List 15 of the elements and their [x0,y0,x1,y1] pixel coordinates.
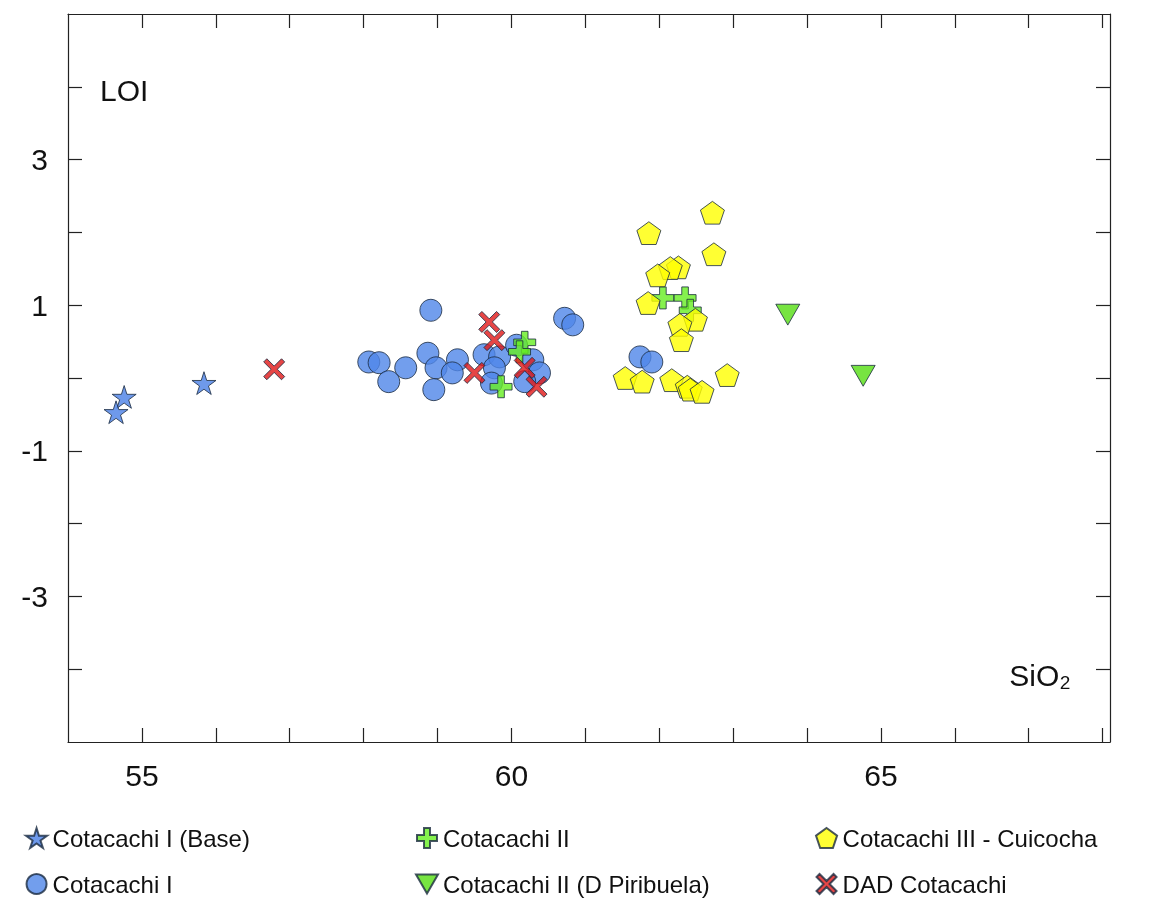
legend-label: Cotacachi II (D Piribuela) [443,870,710,898]
y-tick-label: -1 [21,434,48,468]
x-tick-label: 60 [494,758,529,792]
y-axis-title: LOI [100,73,149,107]
legend-label: Cotacachi I (Base) [52,824,250,852]
y-tick-label: -3 [21,579,48,613]
x-tick-label: 55 [125,758,159,792]
x-tick-label: 65 [864,758,898,792]
y-tick-label: 1 [31,288,48,322]
legend-label: Cotacachi III - Cuicocha [842,824,1098,852]
legend-label: DAD Cotacachi [842,870,1007,898]
x-axis-title: SiO₂ [1009,658,1071,692]
legend-label: Cotacachi II [443,824,570,852]
legend-label: Cotacachi I [52,870,173,898]
y-tick-label: 3 [31,143,48,177]
